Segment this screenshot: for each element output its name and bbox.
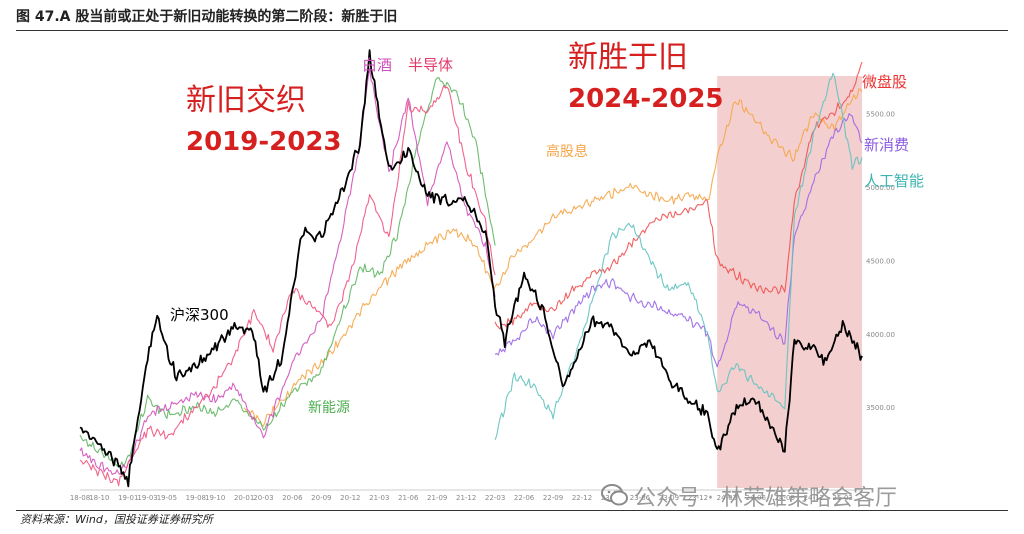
figure-title: 图 47.A 股当前或正处于新旧动能转换的第二阶段：新胜于旧 xyxy=(16,9,398,25)
series-line-新消费 xyxy=(494,113,863,368)
x-tick-label: 19-01 xyxy=(118,494,138,502)
x-tick-label: 25-03 xyxy=(833,494,853,502)
series-line-半导体 xyxy=(79,85,496,487)
watermark: 公众号 · 林荣雄策略会客厅 xyxy=(634,486,897,511)
series-label: 白酒 xyxy=(362,56,392,74)
x-tick-label: 21-12 xyxy=(456,494,476,502)
title-rule xyxy=(16,30,1008,31)
x-tick-label: 22-12 xyxy=(572,494,592,502)
bottom-rule xyxy=(16,510,1008,511)
x-tick-label: 21-09 xyxy=(427,494,447,502)
x-tick-label: 19-03 xyxy=(137,494,157,502)
x-tick-label: 20-09 xyxy=(311,494,331,502)
x-tick-label: 18-08 xyxy=(70,494,90,502)
series-label: 半导体 xyxy=(408,56,453,74)
x-tick-label: 19-08 xyxy=(186,494,206,502)
x-tick-label: 24-12 xyxy=(804,494,824,502)
y-tick-label: 3500.00 xyxy=(866,404,895,412)
x-tick-label: 20-03 xyxy=(253,494,273,502)
chart-background xyxy=(717,76,862,488)
phase1-label: 新旧交织 xyxy=(186,83,306,118)
x-tick-label: 19-10 xyxy=(205,494,225,502)
x-tick-label: 23-12 xyxy=(688,494,708,502)
x-tick-label: 22-09 xyxy=(543,494,563,502)
y-tick-label: 5000.00 xyxy=(866,184,895,192)
source-note: 资料来源：Wind，国投证券证券研究所 xyxy=(20,513,213,526)
x-tick-label: 23-06 xyxy=(630,494,651,502)
series-label: 高股息 xyxy=(546,143,588,160)
series-label: 新消费 xyxy=(864,136,909,154)
phase2-years: 2024-2025 xyxy=(568,84,724,114)
x-tick-label: 23-09 xyxy=(659,494,679,502)
x-tick-label: 24-09 xyxy=(775,494,795,502)
y-tick-label: 4000.00 xyxy=(866,331,895,339)
x-tick-label: 19-05 xyxy=(157,494,177,502)
series-label: 沪深300 xyxy=(170,306,229,324)
x-tick-label: 22-06 xyxy=(514,494,535,502)
series-line-高股息 xyxy=(243,88,863,427)
x-tick-label: 20-01 xyxy=(234,494,254,502)
y-tick-label: 5500.00 xyxy=(866,110,895,118)
series-label: 新能源 xyxy=(308,400,350,416)
y-tick-label: 4500.00 xyxy=(866,257,895,265)
x-tick-label: 18-10 xyxy=(89,494,109,502)
series-line-人工智能 xyxy=(494,72,863,440)
series-line-沪深300 xyxy=(79,49,863,488)
x-tick-label: 20-12 xyxy=(340,494,360,502)
x-tick-label: 24-06 xyxy=(746,494,767,502)
x-tick-label: 24-03 xyxy=(717,494,737,502)
series-label: 人工智能 xyxy=(864,172,924,190)
x-tick-label: 21-06 xyxy=(398,494,419,502)
series-line-微盘股 xyxy=(494,61,863,330)
wechat-icon xyxy=(601,484,628,506)
series-label: 微盘股 xyxy=(862,73,907,91)
axis-ticks: 3500.00 4000.00 4500.00 5000.00 5500.00 18-08… xyxy=(70,110,895,502)
phase2-label: 新胜于旧 xyxy=(568,40,688,75)
series-lines xyxy=(79,49,863,488)
x-tick-label: 22-03 xyxy=(485,494,505,502)
x-tick-label: 21-03 xyxy=(369,494,389,502)
phase1-years: 2019-2023 xyxy=(186,127,342,157)
series-line-白酒 xyxy=(79,67,496,476)
highlight-band xyxy=(717,76,862,488)
x-tick-label: 20-06 xyxy=(282,494,303,502)
